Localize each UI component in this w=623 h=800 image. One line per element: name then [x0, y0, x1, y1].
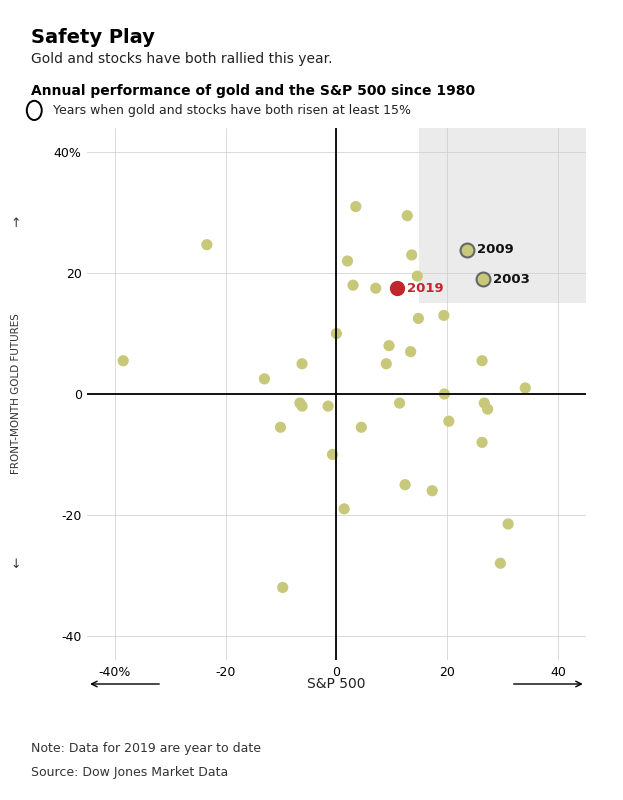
Text: FRONT-MONTH GOLD FUTURES: FRONT-MONTH GOLD FUTURES — [11, 314, 21, 474]
Text: Note: Data for 2019 are year to date: Note: Data for 2019 are year to date — [31, 742, 261, 755]
Point — [202, 238, 212, 251]
Point — [339, 502, 349, 515]
Text: ↓: ↓ — [11, 558, 21, 570]
Text: 2009: 2009 — [477, 243, 513, 256]
Point — [384, 339, 394, 352]
Point — [323, 400, 333, 413]
Point — [351, 200, 361, 213]
Point — [444, 415, 454, 428]
Text: 2019: 2019 — [407, 282, 444, 294]
Text: Safety Play: Safety Play — [31, 28, 155, 47]
Point — [427, 484, 437, 497]
Point — [402, 210, 412, 222]
Text: 2003: 2003 — [493, 273, 530, 286]
Point — [118, 354, 128, 367]
Point — [259, 373, 269, 386]
Point — [479, 397, 489, 410]
Point — [343, 254, 353, 267]
Text: Years when gold and stocks have both risen at least 15%: Years when gold and stocks have both ris… — [53, 104, 411, 117]
Point — [392, 282, 402, 294]
Point — [439, 387, 449, 400]
Point — [371, 282, 381, 294]
Point — [439, 309, 449, 322]
Point — [412, 270, 422, 282]
Point — [400, 478, 410, 491]
Point — [503, 518, 513, 530]
Point — [483, 402, 493, 415]
Text: Source: Dow Jones Market Data: Source: Dow Jones Market Data — [31, 766, 229, 779]
Point — [394, 397, 404, 410]
Point — [407, 249, 417, 262]
Text: S&P 500: S&P 500 — [307, 677, 366, 691]
Text: Gold and stocks have both rallied this year.: Gold and stocks have both rallied this y… — [31, 52, 333, 66]
Point — [295, 397, 305, 410]
Point — [477, 354, 487, 367]
Bar — [419, 128, 586, 303]
Point — [414, 312, 424, 325]
Point — [278, 581, 288, 594]
Point — [520, 382, 530, 394]
Point — [477, 436, 487, 449]
Point — [356, 421, 366, 434]
Text: Annual performance of gold and the S&P 500 since 1980: Annual performance of gold and the S&P 5… — [31, 84, 475, 98]
Point — [462, 243, 472, 256]
Point — [275, 421, 285, 434]
Point — [328, 448, 338, 461]
Point — [331, 327, 341, 340]
Point — [495, 557, 505, 570]
Point — [381, 358, 391, 370]
Point — [406, 346, 416, 358]
Point — [478, 273, 488, 286]
Point — [297, 400, 307, 413]
Point — [297, 358, 307, 370]
Text: ↑: ↑ — [11, 218, 21, 230]
Point — [348, 278, 358, 291]
